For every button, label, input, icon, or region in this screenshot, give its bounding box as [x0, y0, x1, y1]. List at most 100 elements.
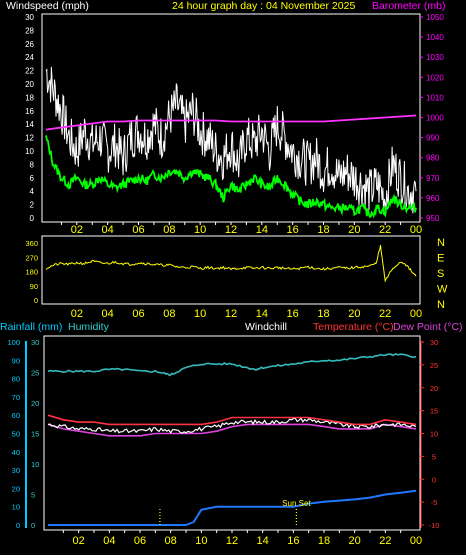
- windspeed-tick-label: 30: [25, 13, 34, 22]
- barometer-tick-label: 1000: [426, 114, 444, 123]
- wind-panel-frame: [41, 13, 421, 223]
- wind-hour-label: 04: [102, 224, 114, 236]
- direction-hour-label: 06: [132, 308, 144, 320]
- compass-label: N: [437, 299, 445, 311]
- wind-hour-label: 02: [71, 224, 83, 236]
- dewpoint-series-line: [47, 423, 417, 437]
- temperature-series-line: [47, 414, 417, 426]
- sunset-label: Sun Set: [282, 499, 311, 508]
- humidity-tick-label: 70: [12, 393, 20, 402]
- temperature-tick-label: 5: [432, 452, 436, 461]
- direction-hour-label: 04: [102, 308, 114, 320]
- compass-label: W: [437, 284, 448, 296]
- humidity-tick-label: 50: [12, 430, 20, 439]
- dewpoint-title: Dew Point (°C): [393, 321, 463, 333]
- temperature-tick-label: -5: [431, 498, 438, 507]
- wind-hour-label: 06: [132, 224, 144, 236]
- windspeed-tick-label: 16: [25, 107, 34, 116]
- temperature-tick-label: -10: [429, 521, 440, 530]
- windspeed-tick-label: 28: [25, 26, 34, 35]
- barometer-tick-label: 1030: [426, 53, 444, 62]
- temperature-title: Temperature (°C): [313, 321, 394, 333]
- temperature-hour-label: 18: [318, 535, 330, 547]
- temperature-tick-label: 30: [430, 338, 438, 347]
- temperature-hour-label: 08: [165, 535, 177, 547]
- direction-tick-label: 270: [25, 253, 38, 262]
- wind-hour-label: 20: [348, 224, 360, 236]
- barometer-tick-label: 1050: [426, 13, 444, 22]
- direction-hour-label: 18: [317, 308, 329, 320]
- windspeed-tick-label: 22: [25, 67, 34, 76]
- barometer-tick-label: 990: [426, 134, 440, 143]
- temperature-hour-label: 00: [410, 535, 422, 547]
- temperature-tick-label: 10: [430, 430, 438, 439]
- direction-hour-label: 10: [194, 308, 206, 320]
- compass-label: S: [437, 268, 444, 280]
- barometer-tick-label: 1010: [426, 93, 444, 102]
- windspeed-tick-label: 10: [25, 147, 34, 156]
- compass-label: N: [437, 237, 445, 249]
- rainfall-tick-label: 30: [31, 338, 39, 347]
- direction-tick-label: 0: [34, 296, 38, 305]
- barometer-series-line: [45, 114, 417, 131]
- direction-hour-label: 08: [163, 308, 175, 320]
- compass-label: E: [437, 253, 444, 265]
- direction-hour-label: 22: [379, 308, 391, 320]
- rainfall-tick-label: 0: [31, 521, 35, 530]
- barometer-tick-label: 960: [426, 194, 440, 203]
- windspeed-tick-label: 24: [25, 53, 34, 62]
- humidity-tick-label: 60: [12, 411, 20, 420]
- temperature-hour-label: 12: [226, 535, 238, 547]
- humidity-tick-label: 30: [12, 466, 20, 475]
- gust-series-line: [45, 66, 417, 215]
- temperature-tick-label: 15: [430, 407, 438, 416]
- humidity-tick-label: 40: [12, 448, 20, 457]
- direction-panel-frame: [41, 235, 421, 305]
- barometer-tick-label: 950: [426, 214, 440, 223]
- humidity-tick-label: 0: [16, 521, 20, 530]
- wind-hour-label: 08: [163, 224, 175, 236]
- average-series-line: [45, 135, 417, 219]
- windspeed-tick-label: 6: [30, 174, 35, 183]
- barometer-tick-label: 1040: [426, 33, 444, 42]
- temperature-hour-label: 14: [257, 535, 269, 547]
- windchill-title: Windchill: [245, 321, 287, 333]
- humidity-series-line: [47, 353, 417, 377]
- windspeed-tick-label: 20: [25, 80, 34, 89]
- direction-tick-label: 360: [25, 239, 38, 248]
- direction-tick-label: 180: [25, 268, 38, 277]
- direction-hour-label: 12: [225, 308, 237, 320]
- barometer-title: Barometer (mb): [372, 0, 446, 12]
- rainfall-tick-label: 5: [31, 491, 35, 500]
- windspeed-tick-label: 12: [25, 134, 34, 143]
- direction-hour-label: 20: [348, 308, 360, 320]
- wind-hour-label: 12: [225, 224, 237, 236]
- humidity-tick-label: 100: [7, 338, 20, 347]
- windspeed-tick-label: 14: [25, 120, 34, 129]
- temperature-hour-label: 16: [287, 535, 299, 547]
- wind-hour-label: 22: [379, 224, 391, 236]
- rainfall-tick-label: 10: [31, 460, 39, 469]
- direction-hour-label: 02: [71, 308, 83, 320]
- temperature-hour-label: 02: [73, 535, 85, 547]
- temperature-tick-label: 0: [432, 475, 436, 484]
- windspeed-tick-label: 26: [25, 40, 34, 49]
- direction-hour-label: 14: [256, 308, 268, 320]
- barometer-tick-label: 980: [426, 154, 440, 163]
- wind-hour-label: 14: [256, 224, 268, 236]
- barometer-tick-label: 1020: [426, 73, 444, 82]
- chart-date-title: 24 hour graph day : 04 November 2025: [172, 0, 355, 12]
- humidity-title: Humidity: [68, 321, 110, 333]
- barometer-tick-label: 970: [426, 174, 440, 183]
- temperature-hour-label: 06: [134, 535, 146, 547]
- rainfall-tick-label: 20: [31, 399, 39, 408]
- humidity-tick-label: 90: [12, 356, 20, 365]
- windspeed-tick-label: 2: [30, 201, 35, 210]
- humidity-tick-label: 10: [12, 503, 20, 512]
- temperature-tick-label: 25: [430, 361, 438, 370]
- direction-hour-label: 00: [410, 308, 422, 320]
- humidity-tick-label: 80: [12, 375, 20, 384]
- temperature-hour-label: 22: [379, 535, 391, 547]
- windspeed-tick-label: 8: [30, 160, 35, 169]
